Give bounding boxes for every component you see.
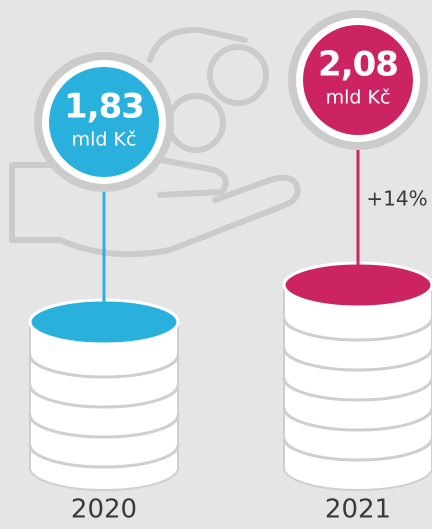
value: 2,08 — [318, 45, 398, 85]
unit: mld Kč — [326, 87, 391, 109]
cylinder-2020 — [30, 300, 178, 490]
infographic: 1,83 mld Kč 2,08 mld Kč +14% 2020 2021 — [0, 0, 432, 529]
year-label: 2021 — [325, 495, 391, 525]
value: 1,83 — [64, 87, 144, 127]
cylinder-2021 — [284, 263, 432, 490]
change-label: +14% — [366, 187, 427, 211]
unit: mld Kč — [72, 129, 137, 151]
year-label: 2020 — [71, 495, 137, 525]
